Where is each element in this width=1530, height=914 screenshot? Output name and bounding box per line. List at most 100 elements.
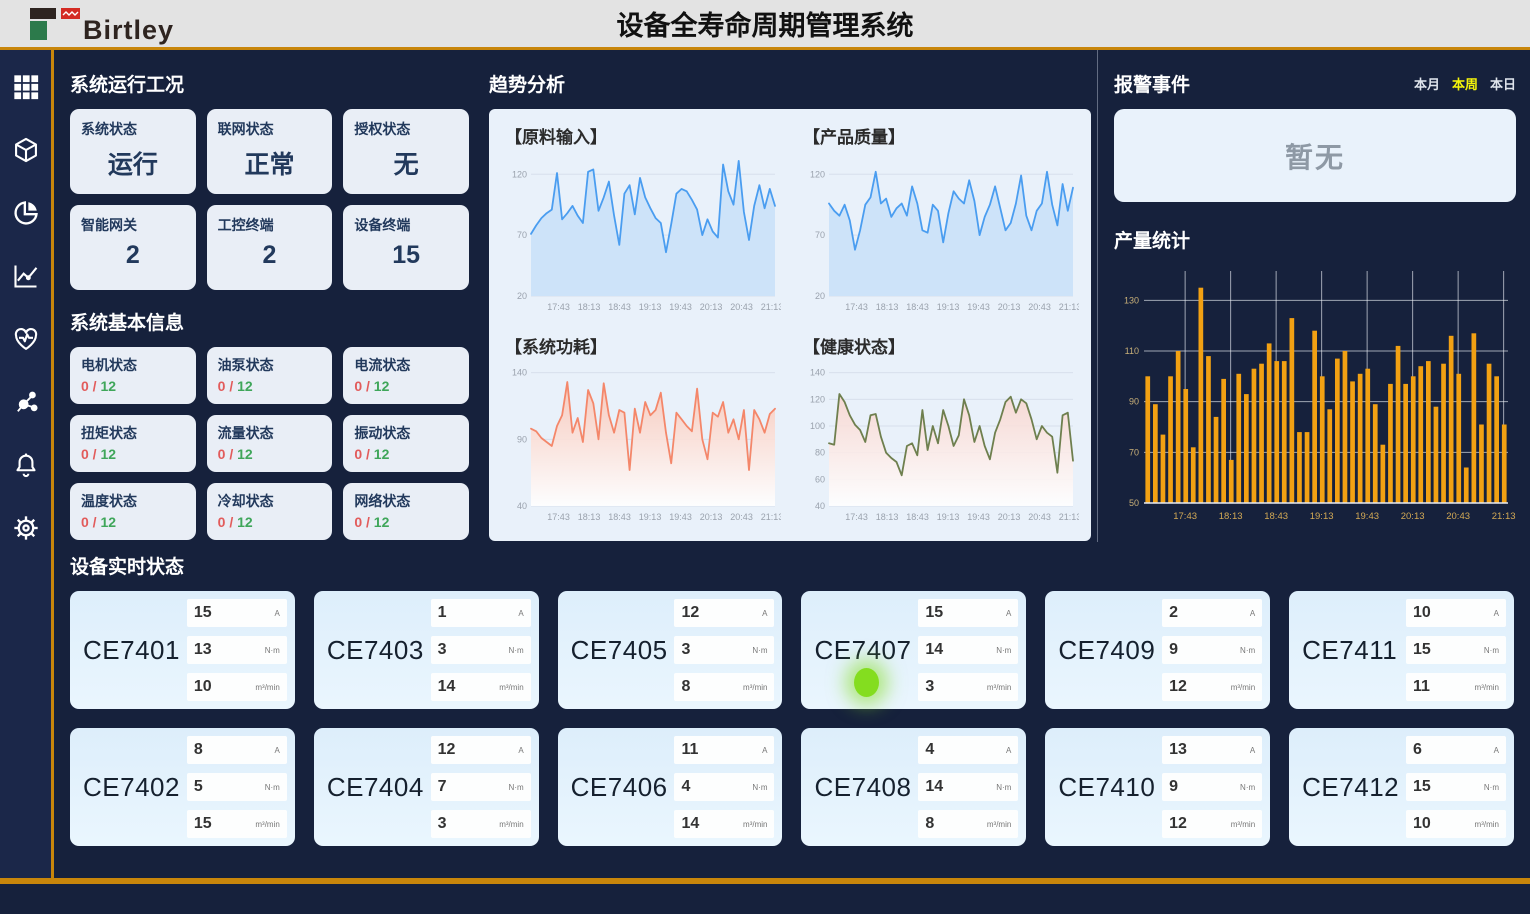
trend-chart: 【产品质量】 20 70 120 17:43 18:13 18:43 19:13 19:43 20…: [801, 111, 1081, 321]
info-card: 电机状态 0 / 12: [70, 347, 196, 404]
cube-icon[interactable]: [11, 135, 41, 165]
device-values: 6 A 15 N·m 10 m³/min: [1405, 736, 1506, 838]
device-card[interactable]: CE7407 15 A 14 N·m 3 m³/min: [801, 591, 1027, 709]
device-metric-unit: A: [518, 745, 524, 755]
device-metric: 4 N·m: [674, 773, 775, 801]
device-metric-value: 1: [437, 604, 447, 621]
device-metric-unit: A: [1493, 608, 1499, 618]
device-metric-value: 3: [437, 641, 447, 658]
device-metric-unit: m³/min: [499, 819, 524, 829]
device-card[interactable]: CE7409 2 A 9 N·m 12 m³/min: [1045, 591, 1271, 709]
device-metric-value: 14: [681, 815, 700, 832]
pie-chart-icon[interactable]: [11, 198, 41, 228]
info-card: 流量状态 0 / 12: [206, 415, 333, 472]
info-card: 电流状态 0 / 12: [343, 347, 469, 404]
device-metric: 3 N·m: [430, 636, 531, 664]
status-card-label: 联网状态: [217, 121, 274, 137]
network-icon[interactable]: [11, 387, 41, 417]
health-heart-icon[interactable]: [11, 324, 41, 354]
alarm-tab-本月[interactable]: 本月: [1413, 77, 1440, 92]
svg-text:20:13: 20:13: [1401, 511, 1425, 522]
device-metric-value: 14: [925, 778, 944, 795]
svg-text:18:13: 18:13: [578, 512, 601, 522]
info-card: 冷却状态 0 / 12: [206, 483, 333, 540]
device-metric-unit: N·m: [996, 782, 1012, 792]
device-metric-value: 8: [925, 815, 935, 832]
info-card-count: 0 / 12: [217, 514, 253, 530]
device-metric-value: 15: [1412, 778, 1431, 795]
devices-grid: CE7401 15 A 13 N·m 10 m³/min CE7403 1 A 3…: [70, 591, 1514, 846]
svg-text:40: 40: [517, 501, 527, 511]
device-metric-unit: A: [1005, 745, 1012, 755]
svg-text:120: 120: [512, 169, 527, 179]
device-card[interactable]: CE7412 6 A 15 N·m 10 m³/min: [1289, 728, 1514, 846]
alarm-empty-text: 暂无: [1284, 141, 1345, 173]
device-values: 1 A 3 N·m 14 m³/min: [430, 599, 531, 701]
device-metric-value: 9: [1169, 778, 1179, 795]
svg-text:21:13: 21:13: [761, 302, 781, 312]
device-card[interactable]: CE7410 13 A 9 N·m 12 m³/min: [1045, 728, 1271, 846]
svg-text:19:13: 19:13: [937, 302, 960, 312]
svg-text:18:43: 18:43: [906, 302, 929, 312]
device-card[interactable]: CE7403 1 A 3 N·m 14 m³/min: [313, 591, 539, 709]
device-metric-unit: A: [274, 745, 280, 755]
app-header: Birtley 设备全寿命周期管理系统: [0, 0, 1530, 47]
svg-text:70: 70: [815, 230, 825, 240]
device-metric-unit: A: [1249, 608, 1256, 618]
device-card[interactable]: CE7408 4 A 14 N·m 8 m³/min: [801, 728, 1027, 846]
info-card-label: 油泵状态: [217, 357, 274, 373]
device-card[interactable]: CE7411 10 A 15 N·m 11 m³/min: [1289, 591, 1514, 709]
device-metric-unit: N·m: [752, 645, 768, 655]
device-metric: 13 N·m: [186, 636, 287, 664]
device-metric: 4 A: [918, 736, 1019, 764]
svg-text:19:43: 19:43: [967, 302, 990, 312]
grid-menu-icon[interactable]: [11, 72, 41, 102]
device-card[interactable]: CE7405 12 A 3 N·m 8 m³/min: [557, 591, 783, 709]
devices-section: 设备实时状态 CE7401 15 A 13 N·m 10 m³/min CE740…: [54, 542, 1530, 846]
status-card-label: 设备终端: [354, 217, 411, 233]
device-metric-value: 15: [193, 815, 212, 832]
alarm-column: 报警事件 本月 本周 本日 暂无 产量统计 50 70 90 110 130 17:43 18:…: [1097, 50, 1530, 542]
device-metric: 3 m³/min: [430, 810, 531, 838]
status-card: 设备终端 15: [343, 205, 469, 290]
device-card[interactable]: CE7401 15 A 13 N·m 10 m³/min: [70, 591, 295, 709]
status-card: 联网状态 正常: [206, 109, 333, 194]
device-metric-unit: m³/min: [1474, 819, 1499, 829]
svg-text:90: 90: [517, 434, 527, 444]
device-card[interactable]: CE7406 11 A 4 N·m 14 m³/min: [557, 728, 783, 846]
svg-text:19:13: 19:13: [937, 512, 960, 522]
info-card: 振动状态 0 / 12: [343, 415, 469, 472]
svg-text:110: 110: [1125, 346, 1139, 356]
svg-text:80: 80: [815, 448, 825, 458]
device-metric-unit: m³/min: [743, 682, 768, 692]
device-values: 12 A 7 N·m 3 m³/min: [430, 736, 531, 838]
header-divider: [0, 47, 1530, 50]
svg-text:20:13: 20:13: [700, 512, 723, 522]
device-metric-unit: m³/min: [1230, 682, 1256, 692]
svg-text:21:13: 21:13: [761, 512, 781, 522]
device-metric-value: 10: [1412, 604, 1431, 621]
trend-chart: 【原料输入】 20 70 120 17:43 18:13 18:43 19:13 19:43 20…: [503, 111, 783, 321]
device-name: CE7403: [326, 634, 424, 665]
trend-title: 趋势分析: [489, 75, 566, 96]
svg-text:100: 100: [810, 421, 825, 431]
alarm-tab-本周[interactable]: 本周: [1451, 77, 1478, 92]
alarm-tab-本日[interactable]: 本日: [1489, 77, 1516, 92]
gear-icon[interactable]: [11, 513, 41, 543]
device-metric: 11 m³/min: [1405, 673, 1506, 701]
device-metric: 8 m³/min: [674, 673, 775, 701]
device-metric: 2 A: [1162, 599, 1263, 627]
device-card[interactable]: CE7402 8 A 5 N·m 15 m³/min: [70, 728, 295, 846]
svg-text:21:13: 21:13: [1059, 512, 1079, 522]
svg-text:20:43: 20:43: [730, 512, 753, 522]
bell-icon[interactable]: [11, 450, 41, 480]
info-card-label: 网络状态: [354, 493, 411, 509]
device-card[interactable]: CE7404 12 A 7 N·m 3 m³/min: [313, 728, 539, 846]
device-metric-value: 3: [925, 678, 935, 695]
device-values: 13 A 9 N·m 12 m³/min: [1162, 736, 1263, 838]
device-metric-unit: m³/min: [743, 819, 768, 829]
line-chart-icon[interactable]: [11, 261, 41, 291]
device-metric: 8 A: [186, 736, 287, 764]
svg-text:19:13: 19:13: [639, 512, 662, 522]
info-card-count: 0 / 12: [81, 514, 117, 530]
